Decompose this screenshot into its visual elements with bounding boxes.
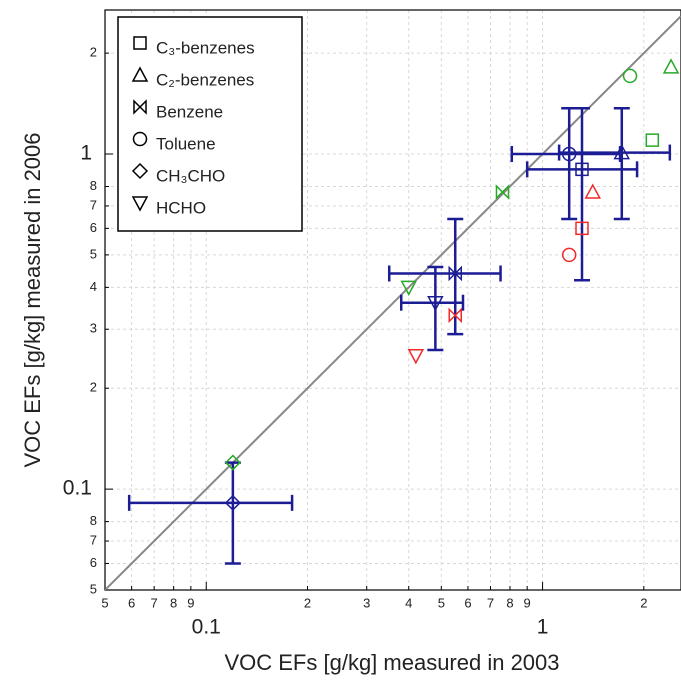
data-layer [127,58,680,565]
identity-line [105,15,681,590]
legend-label: C₃-benzenes [156,38,255,57]
y-tick-label: 1 [80,142,92,165]
x-tick-label: 5 [101,595,108,610]
legend-label: Benzene [156,102,223,121]
x-tick-label: 2 [640,595,647,610]
legend-label: C₂-benzenes [156,70,254,89]
y-tick-label: 4 [90,279,97,294]
point [133,36,147,50]
point [133,99,147,115]
x-tick-label: 8 [170,595,177,610]
y-tick-label: 5 [90,581,97,596]
y-axis-title: VOC EFs [g/kg] measured in 2006 [20,132,45,467]
y-tick-label: 8 [90,178,97,193]
plot-frame [104,9,681,591]
point [131,162,149,180]
point [645,133,660,147]
point [561,146,577,162]
x-tick-label: 7 [487,595,494,610]
y-tick-label: 6 [90,555,97,570]
x-tick-label: 4 [405,595,412,610]
legend-box [117,16,303,232]
x-tick-label: 5 [438,595,445,610]
point [495,184,510,200]
point [613,143,631,160]
x-tick-label: 6 [464,595,471,610]
point [224,454,241,471]
x-tick-label: 2 [304,595,311,610]
y-tick-label: 8 [90,513,97,528]
y-tick-label: 5 [90,246,97,261]
y-tick-label: 0.1 [63,477,92,500]
point [575,221,589,236]
point [224,494,241,511]
point [427,295,444,312]
y-tick-label: 7 [90,532,97,547]
point [561,247,577,263]
x-tick-label: 7 [151,595,158,610]
point [407,349,425,365]
x-tick-label: 3 [363,595,370,610]
legend-label: CH₃CHO [156,166,225,185]
x-tick-label: 6 [128,595,135,610]
y-tick-label: 2 [90,380,97,395]
x-tick-label: 9 [187,595,194,610]
y-tick-label: 6 [90,220,97,235]
point [662,58,680,74]
point [132,131,148,147]
point [448,265,462,282]
point [575,162,589,177]
point [622,68,638,84]
x-tick-label: 1 [537,616,549,639]
x-axis-title: VOC EFs [g/kg] measured in 2003 [224,650,559,675]
point [131,196,149,212]
y-tick-label: 2 [90,45,97,60]
y-tick-label: 7 [90,197,97,212]
point [400,280,417,296]
point [448,307,462,324]
point [131,66,149,82]
y-tick-label: 3 [90,321,97,336]
legend-label: Toluene [156,134,216,153]
x-tick-label: 0.1 [192,616,221,639]
x-tick-label: 9 [524,595,531,610]
x-tick-label: 8 [506,595,513,610]
point [584,183,602,199]
legend-label: HCHO [156,198,206,217]
